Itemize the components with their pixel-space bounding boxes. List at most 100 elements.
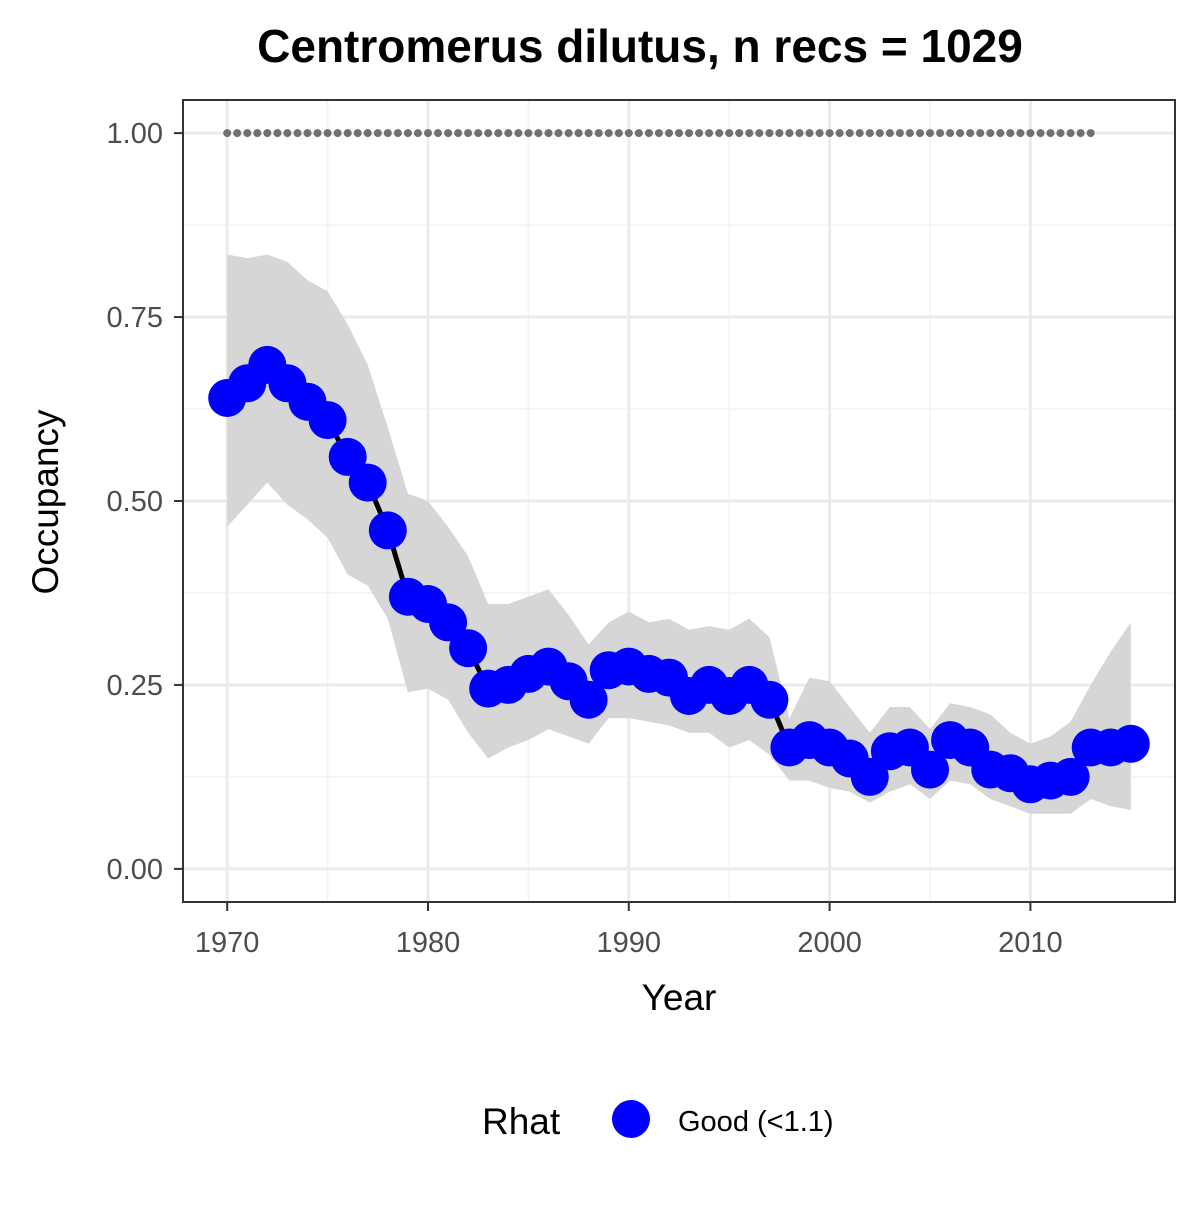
reference-dot <box>544 129 553 138</box>
reference-dot <box>916 129 924 138</box>
reference-dot <box>383 129 392 138</box>
data-point <box>569 680 608 719</box>
reference-dot <box>795 129 804 138</box>
reference-dot <box>393 129 402 138</box>
reference-dot <box>464 129 473 138</box>
reference-dot <box>564 129 573 138</box>
reference-dot <box>263 129 272 138</box>
reference-dot <box>785 129 794 138</box>
chart-title: Centromerus dilutus, n recs = 1029 <box>257 20 1023 72</box>
reference-dot <box>775 129 784 138</box>
x-tick-label: 2010 <box>998 927 1063 959</box>
data-point <box>429 603 468 642</box>
reference-dot <box>514 129 523 138</box>
reference-dot <box>654 129 663 138</box>
data-point <box>368 511 407 550</box>
reference-dot <box>644 129 653 138</box>
y-tick-label: 0.25 <box>107 670 163 702</box>
x-axis-ticks: 1970 1980 1990 2000 2010 <box>195 902 1063 959</box>
reference-dot <box>444 129 453 138</box>
reference-dot <box>434 129 442 138</box>
reference-dot <box>1046 129 1055 138</box>
reference-dot <box>865 129 874 138</box>
reference-dot <box>905 129 914 138</box>
reference-dot <box>875 129 884 138</box>
y-tick-label: 0.00 <box>107 854 163 886</box>
reference-dot <box>353 129 362 138</box>
data-point <box>308 401 347 440</box>
reference-dot <box>343 129 352 138</box>
reference-dot <box>363 129 372 138</box>
reference-dot <box>815 129 824 138</box>
reference-dot <box>494 129 503 138</box>
reference-dot <box>223 129 232 138</box>
reference-dot <box>283 129 292 138</box>
x-tick-label: 2000 <box>797 927 862 959</box>
reference-dot <box>986 129 995 138</box>
reference-dot <box>725 129 734 138</box>
legend-key-good <box>612 1100 650 1138</box>
legend: Rhat Good (<1.1) <box>482 1100 834 1142</box>
reference-dot <box>735 129 744 138</box>
reference-dot <box>745 129 754 138</box>
reference-dot <box>474 129 483 138</box>
reference-dot <box>253 129 262 138</box>
reference-dot <box>1036 129 1045 138</box>
reference-dot <box>293 129 302 138</box>
reference-dot <box>604 129 613 138</box>
legend-title: Rhat <box>482 1101 561 1142</box>
reference-dot <box>524 129 533 138</box>
reference-dot <box>534 129 543 138</box>
reference-dot <box>413 129 422 138</box>
x-tick-label: 1970 <box>195 927 260 959</box>
reference-dot <box>303 129 312 138</box>
confidence-ribbon <box>227 254 1131 814</box>
reference-dot <box>895 129 904 138</box>
y-tick-label: 0.50 <box>107 486 163 518</box>
reference-dot <box>243 129 252 138</box>
reference-dot <box>835 129 844 138</box>
data-point <box>328 437 367 476</box>
reference-dot <box>1016 129 1025 138</box>
reference-dot <box>574 129 583 138</box>
reference-line-layer <box>223 129 1095 138</box>
reference-dot <box>584 129 593 138</box>
legend-label-good: Good (<1.1) <box>678 1106 834 1138</box>
reference-dot <box>976 129 985 138</box>
reference-dot <box>624 129 633 138</box>
reference-dot <box>805 129 814 138</box>
reference-dot <box>926 129 934 138</box>
reference-dot <box>424 129 432 138</box>
reference-dot <box>765 129 774 138</box>
data-point <box>750 680 789 719</box>
data-point <box>1051 757 1090 796</box>
reference-dot <box>1066 129 1075 138</box>
reference-dot <box>1056 129 1065 138</box>
confidence-ribbon-layer <box>227 254 1131 814</box>
reference-dot <box>1086 129 1095 138</box>
reference-dot <box>885 129 894 138</box>
reference-dot <box>454 129 463 138</box>
reference-dot <box>614 129 623 138</box>
reference-dot <box>313 129 322 138</box>
x-tick-label: 1980 <box>396 927 461 959</box>
reference-dot <box>594 129 603 138</box>
reference-dot <box>996 129 1005 138</box>
reference-dot <box>1006 129 1015 138</box>
data-point <box>449 629 488 668</box>
reference-dot <box>233 129 242 138</box>
data-point <box>911 750 949 789</box>
reference-dot <box>484 129 493 138</box>
reference-dot <box>634 129 643 138</box>
y-axis-ticks: 0.00 0.25 0.50 0.75 1.00 <box>107 118 183 886</box>
data-point <box>1111 724 1150 763</box>
reference-dot <box>956 129 965 138</box>
reference-dot <box>323 129 332 138</box>
data-points-layer <box>208 345 1150 804</box>
reference-dot <box>554 129 563 138</box>
x-tick-label: 1990 <box>597 927 662 959</box>
reference-dot <box>373 129 382 138</box>
reference-dot <box>695 129 704 138</box>
